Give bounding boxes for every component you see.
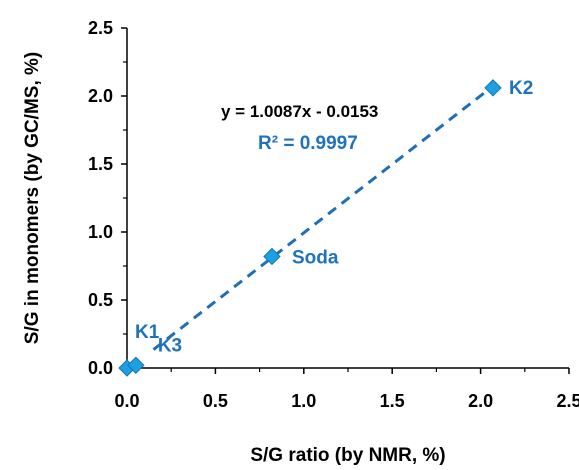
trendline-layer bbox=[154, 86, 493, 349]
x-tick-label: 1.0 bbox=[291, 391, 316, 411]
x-tick-label: 1.5 bbox=[380, 391, 405, 411]
data-points-layer bbox=[119, 80, 501, 376]
x-tick-label: 0.0 bbox=[114, 391, 139, 411]
y-axis-title: S/G in monomers (by GC/MS, %) bbox=[22, 52, 43, 344]
x-tick-label: 2.5 bbox=[556, 391, 579, 411]
trendline bbox=[154, 86, 493, 349]
x-tick-label: 0.5 bbox=[203, 391, 228, 411]
y-tick-label: 1.0 bbox=[88, 222, 113, 242]
y-tick-label: 0.5 bbox=[88, 290, 113, 310]
data-point-k2 bbox=[485, 80, 501, 96]
point-label-soda: Soda bbox=[292, 247, 339, 268]
y-tick-label: 0.0 bbox=[88, 358, 113, 378]
y-tick-label: 2.5 bbox=[88, 18, 113, 38]
point-label-k1: K1 bbox=[135, 322, 160, 343]
y-tick-label: 1.5 bbox=[88, 154, 113, 174]
x-tick-label: 2.0 bbox=[468, 391, 493, 411]
point-label-k2: K2 bbox=[509, 78, 533, 99]
x-axis-title: S/G ratio (by NMR, %) bbox=[250, 445, 445, 466]
point-label-k3: K3 bbox=[158, 335, 182, 356]
r-squared-label: R² = 0.9997 bbox=[258, 133, 358, 154]
y-tick-label: 2.0 bbox=[88, 86, 113, 106]
equation-label: y = 1.0087x - 0.0153 bbox=[221, 102, 378, 121]
